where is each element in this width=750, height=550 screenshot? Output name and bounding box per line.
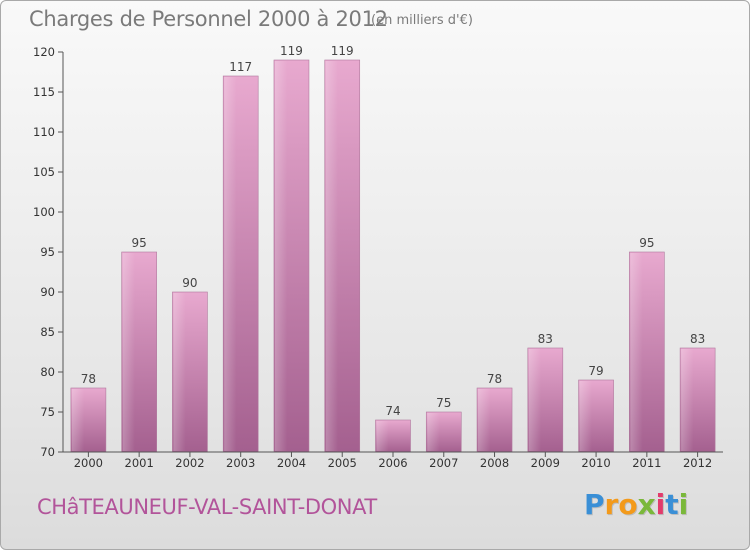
bar-highlight	[173, 293, 186, 451]
data-label-2006: 74	[385, 404, 400, 418]
data-label-2008: 78	[487, 372, 502, 386]
x-tick-label-2003: 2003	[226, 456, 255, 470]
bar-highlight	[478, 389, 491, 451]
x-tick-label-2008: 2008	[480, 456, 509, 470]
bar-highlight	[376, 421, 389, 451]
bar-highlight	[71, 389, 85, 451]
y-tick-label: 80	[40, 365, 55, 379]
data-label-2000: 78	[81, 372, 96, 386]
bar-highlight	[681, 349, 694, 451]
bar-highlight	[122, 253, 135, 451]
y-tick-label: 110	[33, 125, 55, 139]
data-label-2012: 83	[690, 332, 705, 346]
x-tick-label-2001: 2001	[125, 456, 154, 470]
data-label-2009: 83	[538, 332, 553, 346]
x-tick-label-2007: 2007	[429, 456, 458, 470]
x-tick-label-2011: 2011	[632, 456, 661, 470]
data-label-2005: 119	[331, 44, 354, 58]
x-tick-label-2004: 2004	[277, 456, 306, 470]
data-label-2002: 90	[182, 276, 197, 290]
y-tick-label: 120	[33, 45, 55, 59]
y-tick-label: 75	[40, 405, 55, 419]
bar-highlight	[630, 253, 643, 451]
data-label-2001: 95	[132, 236, 147, 250]
x-tick-label-2000: 2000	[74, 456, 103, 470]
x-tick-label-2009: 2009	[531, 456, 560, 470]
bar-highlight	[224, 77, 237, 451]
data-label-2007: 75	[436, 396, 451, 410]
data-label-2004: 119	[280, 44, 303, 58]
commune-name: CHâTEAUNEUF-VAL-SAINT-DONAT	[37, 495, 377, 519]
x-tick-label-2002: 2002	[175, 456, 204, 470]
bar-highlight	[325, 61, 338, 451]
y-tick-label: 70	[40, 445, 55, 459]
y-tick-label: 95	[40, 245, 55, 259]
chart-title: Charges de Personnel 2000 à 2012	[29, 7, 388, 31]
bar-highlight	[427, 413, 440, 451]
y-tick-label: 105	[33, 165, 55, 179]
proxiti-logo[interactable]: Proxiti	[584, 488, 689, 521]
data-label-2011: 95	[639, 236, 654, 250]
bar-highlight	[579, 381, 592, 451]
chart-unit-note: (en milliers d'€)	[371, 13, 473, 28]
y-tick-label: 90	[40, 285, 55, 299]
x-tick-label-2005: 2005	[328, 456, 357, 470]
x-tick-label-2010: 2010	[581, 456, 610, 470]
data-label-2010: 79	[588, 364, 603, 378]
bar-highlight	[274, 61, 288, 451]
x-tick-label-2012: 2012	[683, 456, 712, 470]
y-tick-label: 100	[33, 205, 55, 219]
y-tick-label: 85	[40, 325, 55, 339]
data-label-2003: 117	[229, 60, 252, 74]
x-tick-label-2006: 2006	[378, 456, 407, 470]
bar-highlight	[528, 349, 542, 451]
y-tick-label: 115	[33, 85, 55, 99]
